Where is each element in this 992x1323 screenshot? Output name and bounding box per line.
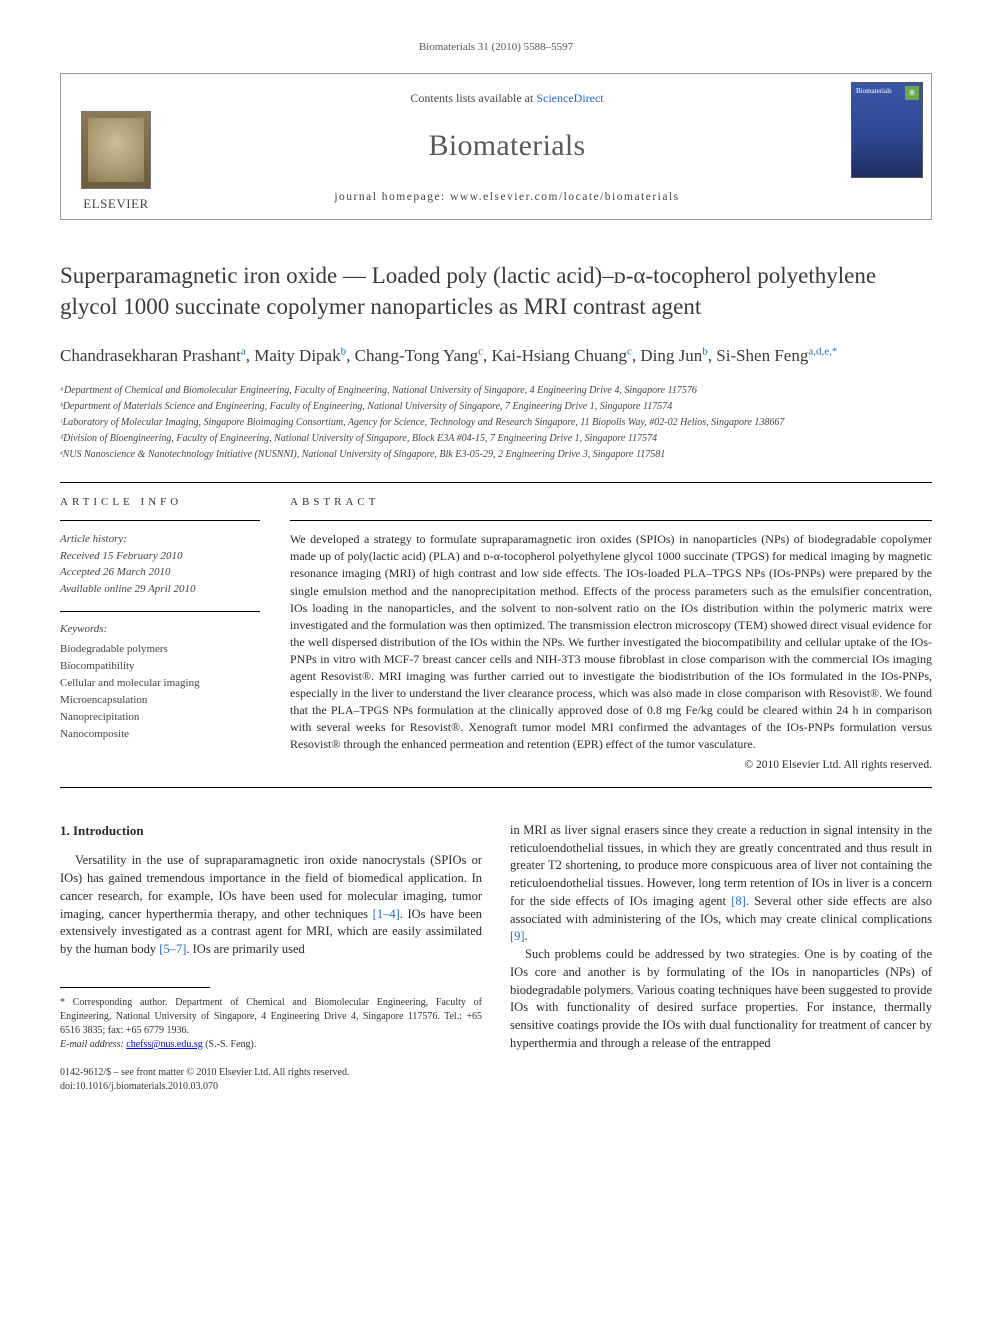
ref-link[interactable]: [8] xyxy=(731,894,746,908)
homepage-url[interactable]: www.elsevier.com/locate/biomaterials xyxy=(450,191,680,203)
homepage-label: journal homepage: xyxy=(334,191,450,203)
front-matter-text: 0142-9612/$ – see front matter © 2010 El… xyxy=(60,1066,482,1080)
journal-title: Biomaterials xyxy=(181,125,833,167)
journal-masthead: ELSEVIER Contents lists available at Sci… xyxy=(60,73,932,220)
history-online: Available online 29 April 2010 xyxy=(60,581,260,598)
abstract-text: We developed a strategy to formulate sup… xyxy=(290,531,932,752)
keywords-label: Keywords: xyxy=(60,622,260,637)
rule-top xyxy=(60,482,932,483)
intro-para-1: Versatility in the use of supraparamagne… xyxy=(60,852,482,959)
ref-link[interactable]: [5–7] xyxy=(159,942,186,956)
corr-star: * xyxy=(60,997,73,1008)
ref-link[interactable]: [9] xyxy=(510,929,525,943)
corresponding-author: * Corresponding author. Department of Ch… xyxy=(60,996,482,1052)
info-abstract-row: ARTICLE INFO Article history: Received 1… xyxy=(60,495,932,773)
cover-badge-icon: ※ xyxy=(905,86,919,100)
contents-line: Contents lists available at ScienceDirec… xyxy=(181,90,833,107)
rule-kw xyxy=(60,611,260,612)
journal-homepage: journal homepage: www.elsevier.com/locat… xyxy=(181,189,833,205)
ref-link[interactable]: [1–4] xyxy=(373,907,400,921)
corr-email-suffix: (S.-S. Feng). xyxy=(203,1039,257,1050)
column-left: 1. Introduction Versatility in the use o… xyxy=(60,822,482,1094)
journal-cover-icon: ※ Biomaterials xyxy=(851,82,923,178)
masthead-center: Contents lists available at ScienceDirec… xyxy=(171,74,843,219)
keywords-list: Biodegradable polymersBiocompatibilityCe… xyxy=(60,641,260,743)
doi-text: doi:10.1016/j.biomaterials.2010.03.070 xyxy=(60,1080,482,1094)
column-right: in MRI as liver signal erasers since the… xyxy=(510,822,932,1094)
publisher-name: ELSEVIER xyxy=(83,195,148,213)
rule-bottom xyxy=(60,787,932,788)
elsevier-tree-icon xyxy=(81,111,151,189)
history-label: Article history: xyxy=(60,531,260,548)
intro-para-3: Such problems could be addressed by two … xyxy=(510,946,932,1053)
contents-prefix: Contents lists available at xyxy=(410,91,536,105)
intro-para-2: in MRI as liver signal erasers since the… xyxy=(510,822,932,946)
body-two-column: 1. Introduction Versatility in the use o… xyxy=(60,822,932,1094)
cover-thumb-block: ※ Biomaterials xyxy=(843,74,931,219)
corr-email-label: E-mail address: xyxy=(60,1039,126,1050)
publisher-block: ELSEVIER xyxy=(61,74,171,219)
abstract-label: ABSTRACT xyxy=(290,495,932,510)
rule-info xyxy=(60,520,260,521)
article-history: Article history: Received 15 February 20… xyxy=(60,531,260,597)
article-info-label: ARTICLE INFO xyxy=(60,495,260,510)
article-title: Superparamagnetic iron oxide — Loaded po… xyxy=(60,260,932,322)
rule-abs xyxy=(290,520,932,521)
article-info-column: ARTICLE INFO Article history: Received 1… xyxy=(60,495,260,773)
corr-email-link[interactable]: chefss@nus.edu.sg xyxy=(126,1039,202,1050)
intro-heading: 1. Introduction xyxy=(60,822,482,840)
footnote-rule xyxy=(60,987,210,988)
history-accepted: Accepted 26 March 2010 xyxy=(60,564,260,581)
corr-text: Corresponding author. Department of Chem… xyxy=(60,997,482,1036)
header-citation: Biomaterials 31 (2010) 5588–5597 xyxy=(60,40,932,55)
cover-text: Biomaterials xyxy=(856,87,892,95)
sciencedirect-link[interactable]: ScienceDirect xyxy=(536,91,603,105)
affiliation-list: ᵃDepartment of Chemical and Biomolecular… xyxy=(60,383,932,462)
history-received: Received 15 February 2010 xyxy=(60,548,260,565)
author-list: Chandrasekharan Prashanta, Maity Dipakb,… xyxy=(60,344,932,369)
abstract-copyright: © 2010 Elsevier Ltd. All rights reserved… xyxy=(290,757,932,773)
front-matter-line: 0142-9612/$ – see front matter © 2010 El… xyxy=(60,1066,482,1094)
abstract-column: ABSTRACT We developed a strategy to form… xyxy=(290,495,932,773)
